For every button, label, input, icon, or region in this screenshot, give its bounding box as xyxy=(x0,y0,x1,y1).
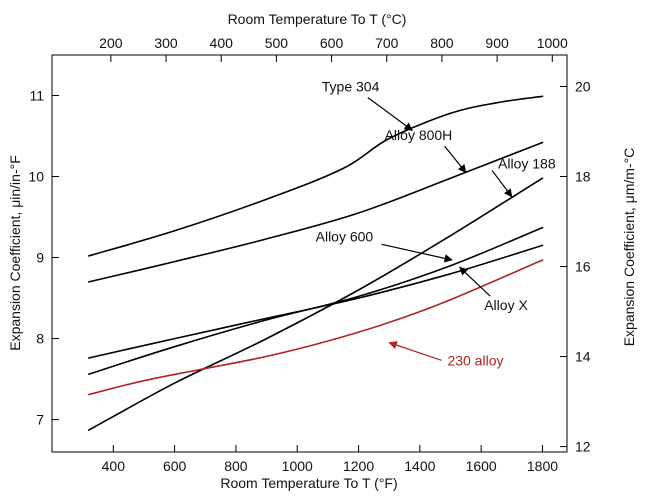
arrow-230-alloy xyxy=(388,341,442,361)
arrow-alloy-600 xyxy=(381,243,453,263)
right-tick-label: 20 xyxy=(575,79,591,95)
right-axis: 12 14 16 18 20 xyxy=(560,79,591,455)
plot-frame xyxy=(51,54,568,453)
series-label-alloy-600: Alloy 600 xyxy=(316,228,374,244)
series-line-230-alloy xyxy=(88,259,544,396)
left-axis: 7 8 9 10 11 xyxy=(28,88,59,428)
top-tick-label: 500 xyxy=(265,35,289,51)
x-tick-label: 1600 xyxy=(466,458,497,474)
x-tick-label: 400 xyxy=(102,458,126,474)
series-label-alloy-x: Alloy X xyxy=(484,297,528,313)
top-tick-label: 300 xyxy=(154,35,178,51)
right-tick-label: 16 xyxy=(575,259,591,275)
x-tick-label: 600 xyxy=(163,458,187,474)
y-tick-label: 8 xyxy=(36,331,44,347)
x-tick-label: 1800 xyxy=(527,458,558,474)
series-line-alloy-188 xyxy=(88,177,544,431)
arrow-alloy-188 xyxy=(491,170,513,198)
series-label-alloy-800h: Alloy 800H xyxy=(385,127,453,143)
x-tick-label: 1200 xyxy=(343,458,374,474)
x-tick-label: 800 xyxy=(224,458,248,474)
x-axis-title-bottom: Room Temperature To T (°F) xyxy=(220,475,397,491)
top-tick-label: 200 xyxy=(99,35,123,51)
annotation-layer: Type 304 Alloy 800H Alloy 188 Alloy 600 Allo… xyxy=(316,78,556,368)
x-tick-label: 1000 xyxy=(282,458,313,474)
arrow-alloy-x xyxy=(459,266,491,297)
right-tick-label: 18 xyxy=(575,169,591,185)
arrow-type-304 xyxy=(367,96,413,131)
bottom-axis: 400 600 800 1000 1200 1400 1600 1800 xyxy=(102,445,558,474)
right-tick-label: 14 xyxy=(575,349,591,365)
arrow-alloy-800h xyxy=(444,145,467,174)
y-axis-title-left: Expansion Coefficient, μin/in-°F xyxy=(7,155,23,351)
y-tick-label: 11 xyxy=(29,88,44,104)
series-line-alloy-800h xyxy=(88,141,544,283)
series-label-type-304: Type 304 xyxy=(322,78,380,94)
top-tick-label: 900 xyxy=(485,35,509,51)
y-tick-label: 10 xyxy=(28,169,44,185)
top-tick-label: 400 xyxy=(210,35,234,51)
series-label-230-alloy: 230 alloy xyxy=(447,352,503,368)
x-tick-label: 1400 xyxy=(404,458,435,474)
top-tick-label: 600 xyxy=(320,35,344,51)
series-line-type-304 xyxy=(88,95,544,257)
y-tick-label: 7 xyxy=(36,412,44,428)
series-label-alloy-188: Alloy 188 xyxy=(498,155,556,171)
top-tick-label: 800 xyxy=(430,35,454,51)
right-tick-label: 12 xyxy=(575,439,591,455)
series-line-alloy-x xyxy=(88,244,544,359)
series-layer xyxy=(88,95,544,431)
y-axis-title-right: Expansion Coefficient, μm/m-°C xyxy=(621,148,637,347)
top-axis: 200 300 400 500 600 700 800 900 1000 xyxy=(99,35,568,62)
y-tick-label: 9 xyxy=(36,250,44,266)
top-tick-label: 700 xyxy=(375,35,399,51)
top-tick-label: 1000 xyxy=(537,35,568,51)
x-axis-title-top: Room Temperature To T (°C) xyxy=(228,11,407,27)
